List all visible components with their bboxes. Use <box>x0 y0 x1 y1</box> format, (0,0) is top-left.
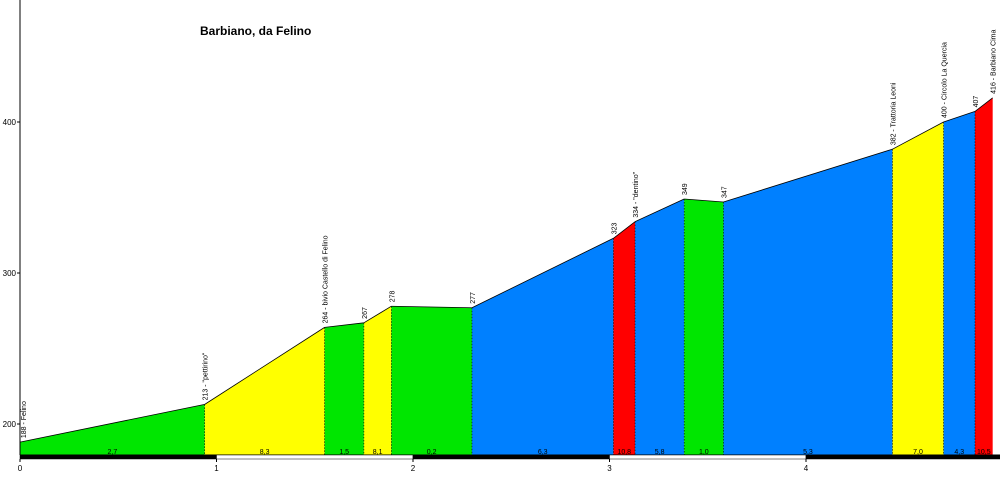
x-tick-label: 2 <box>411 464 416 473</box>
point-label: 400 - Circolo La Quercia <box>942 42 949 118</box>
point-label: 188 - Felino <box>21 401 28 438</box>
km-scale-bar <box>805 454 1000 460</box>
point-label: 277 <box>470 292 477 304</box>
profile-outline <box>613 221 636 239</box>
y-tick-label: 400 <box>3 118 17 127</box>
point-label: 213 - "pettirino" <box>203 352 210 400</box>
segment-gradient-label: 1,0 <box>699 449 709 456</box>
point-label: 278 <box>389 290 396 302</box>
segment-gradient-label: 5,3 <box>803 449 813 456</box>
profile-segments: 2,7 8,3 1,5 8,1 0,2 6,3 10,8 5,8 1,0 5,3 7,0 4,3 10,… <box>19 97 993 456</box>
profile-outline <box>324 322 364 328</box>
profile-segment <box>391 306 472 455</box>
km-scale-bar <box>19 454 217 460</box>
segment-gradient-label: 0,2 <box>427 449 437 456</box>
point-label: 407 <box>973 96 980 108</box>
segment-gradient-label: 2,7 <box>107 449 117 456</box>
profile-segment <box>635 199 685 455</box>
profile-segment <box>892 122 944 455</box>
km-scale-bar <box>216 454 414 460</box>
profile-segment <box>684 199 724 455</box>
x-tick-label: 4 <box>804 464 809 473</box>
segment-gradient-label: 7,0 <box>913 449 923 456</box>
profile-outline <box>391 305 472 309</box>
profile-segment <box>613 221 636 455</box>
profile-outline <box>943 111 976 123</box>
x-tick-label: 1 <box>214 464 219 473</box>
point-label: 382 - Trattoria Leoni <box>890 82 897 145</box>
segment-gradient-label: 6,3 <box>538 449 548 456</box>
profile-outline <box>974 97 993 112</box>
y-tick-label: 200 <box>3 420 17 429</box>
profile-segment <box>324 322 364 455</box>
profile-outline <box>634 198 685 223</box>
point-label: 264 - bivio Castello di Felino <box>323 235 330 323</box>
x-tick-label: 0 <box>18 464 23 473</box>
profile-segment <box>20 404 205 455</box>
axes: 0 1 2 3 4 200 300 400 <box>3 0 1000 473</box>
segment-gradient-label: 10,8 <box>617 449 631 456</box>
x-tick-label: 3 <box>607 464 612 473</box>
profile-segment <box>363 306 392 455</box>
profile-outline <box>19 403 205 443</box>
point-labels: 188 - Felino 213 - "pettirino" 264 - bivio… <box>21 30 998 455</box>
profile-segment <box>974 97 993 455</box>
segment-gradient-label: 8,3 <box>260 449 270 456</box>
km-scale-bar <box>609 454 807 460</box>
profile-outline <box>204 327 325 405</box>
profile-outline <box>892 121 944 150</box>
segment-gradient-label: 10,5 <box>977 449 991 456</box>
chart-title: Barbiano, da Felino <box>200 24 311 38</box>
profile-segment <box>204 327 325 455</box>
point-label: 349 <box>682 183 689 195</box>
segment-gradient-label: 8,1 <box>373 449 383 456</box>
profile-outline <box>363 305 392 324</box>
point-label: 416 - Barbiano Cima <box>991 30 998 94</box>
km-scale-bar <box>412 454 610 460</box>
profile-outline <box>723 148 893 203</box>
point-label: 347 <box>721 186 728 198</box>
point-label: 323 <box>611 222 618 234</box>
profile-segment <box>471 238 614 455</box>
point-label: 267 <box>362 307 369 319</box>
profile-segment <box>943 111 975 456</box>
profile-segment <box>723 149 893 455</box>
segment-gradient-label: 1,5 <box>339 449 349 456</box>
profile-outline <box>471 237 614 309</box>
segment-gradient-label: 4,3 <box>954 449 964 456</box>
profile-outline <box>684 198 724 203</box>
y-tick-label: 300 <box>3 269 17 278</box>
segment-gradient-label: 5,8 <box>655 449 665 456</box>
point-label: 334 - "dentino" <box>633 171 640 217</box>
